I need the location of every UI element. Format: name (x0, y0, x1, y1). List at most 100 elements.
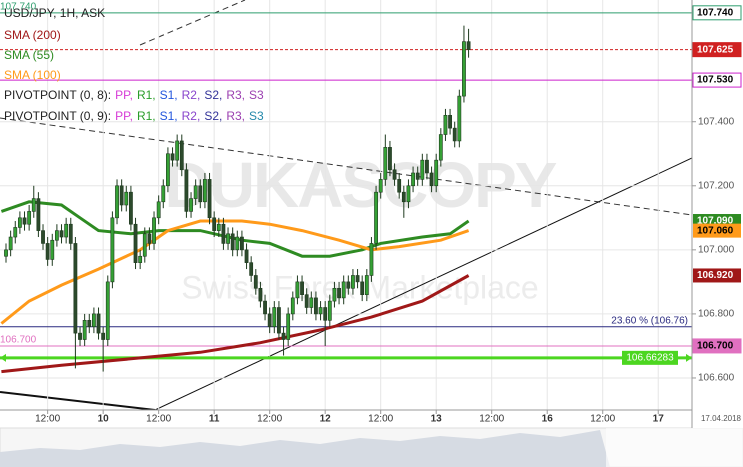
candle-body (82, 320, 87, 340)
candle-body (392, 169, 397, 180)
candle-body (272, 307, 277, 328)
navigator (0, 427, 743, 467)
sma-line (1, 274, 470, 374)
candle-body (235, 236, 240, 251)
price-box-label: 106.700 (697, 341, 734, 352)
candle-body (133, 223, 138, 263)
x-tick-label: 12:00 (368, 414, 393, 425)
price-box-label: 107.530 (697, 75, 734, 86)
candle-body (73, 243, 78, 334)
candle-body (249, 262, 254, 276)
level-box (622, 350, 678, 365)
date-label: 17.04.2018 (701, 414, 742, 423)
candle-body (411, 172, 415, 187)
candle-body (78, 332, 82, 340)
x-tick-label: 12:00 (479, 414, 504, 425)
trend-line (0, 117, 692, 216)
pivot-item: S3 (249, 88, 264, 102)
candle-body (175, 140, 180, 161)
candle-body (318, 307, 323, 315)
x-tick-label: 12 (320, 414, 332, 425)
candle-body (448, 115, 452, 129)
candle-body (406, 185, 411, 203)
candle-body (129, 191, 133, 225)
candle-body (286, 313, 291, 340)
candle-body (101, 332, 106, 340)
price-box-label: 107.740 (697, 7, 734, 18)
candle-body (96, 313, 101, 334)
pivot-legend: PIVOTPOINT (0, 9): PP, R1, S1, R2, S2, R3, S3 (4, 109, 264, 123)
candle-body (4, 249, 8, 257)
pivot-item: R1, (137, 88, 156, 102)
candle-body (323, 307, 328, 321)
candle-body (221, 223, 226, 244)
price-box-label: 106.920 (697, 270, 734, 281)
candle-body (156, 201, 161, 219)
candle-body (309, 297, 314, 308)
level-left-label: 107.740 (0, 1, 37, 12)
price-box (692, 72, 742, 88)
candle-body (152, 217, 156, 244)
candle-body (59, 230, 64, 238)
candle-body (300, 281, 304, 295)
plot-area: DUKASCOPY Swiss Forex Marketplace 107.74… (0, 0, 692, 410)
candle-body (263, 300, 267, 315)
candle-body (179, 140, 184, 171)
x-tick-label: 12:00 (590, 414, 615, 425)
candle-body (27, 211, 32, 225)
pivot-item: PP, (115, 88, 133, 102)
x-tick-label: 13 (431, 414, 443, 425)
candle-body (452, 127, 457, 142)
candle-body (258, 287, 263, 302)
candle-body (360, 281, 365, 295)
watermark: Swiss Forex Marketplace (181, 269, 538, 305)
candle-body (314, 297, 318, 315)
y-tick-label: 106.600 (698, 373, 735, 384)
candle-body (115, 185, 119, 219)
candle-body (212, 217, 217, 231)
y-tick-label: 107.000 (698, 244, 735, 255)
candle-body (119, 185, 124, 206)
candle-body (281, 332, 286, 340)
pivot-item: PP, (115, 109, 133, 123)
candle-body (230, 233, 235, 251)
x-tick-label: 12:00 (146, 414, 171, 425)
candle-body (415, 172, 420, 180)
trend-line (139, 0, 246, 46)
candle-body (397, 179, 402, 193)
price-box (693, 268, 741, 283)
candle-body (184, 169, 189, 212)
candle-body (31, 198, 36, 212)
navigator-window[interactable] (606, 428, 743, 467)
x-tick-label: 12:00 (257, 414, 282, 425)
price-box-label: 107.090 (697, 216, 734, 227)
pivot-legend: PIVOTPOINT (0, 8): PP, R1, S1, R2, S2, R3, S3 (4, 88, 264, 102)
axis-bg (692, 0, 743, 428)
candle-body (443, 115, 448, 135)
candle-body (13, 227, 18, 238)
pivot-item: R3, (226, 109, 245, 123)
candle-body (166, 153, 170, 187)
price-axis: 106.600 106.800 107.000 107.200 107.400 12:00… (0, 0, 743, 428)
candle-body (253, 275, 258, 289)
candle-body (54, 230, 59, 241)
candle-body (142, 233, 147, 257)
y-tick-label: 107.200 (698, 180, 735, 191)
candle-body (240, 236, 244, 251)
candle-body (17, 217, 22, 228)
candle-body (87, 320, 92, 328)
candle-body (374, 191, 378, 244)
pivot-item: R3, (226, 88, 245, 102)
candle-body (124, 191, 129, 206)
level-left-label: 106.700 (0, 335, 37, 346)
pivot-item: R2, (182, 109, 201, 123)
candle-body (92, 313, 96, 328)
pivot-item: R2, (182, 88, 201, 102)
legend: USD/JPY, 1H, ASK SMA (200) SMA (55) SMA (1… (4, 6, 264, 123)
candle-body (369, 243, 374, 276)
candle-body (290, 297, 295, 315)
candle-body (332, 287, 337, 302)
candle-body (327, 300, 332, 321)
level-arrow (686, 353, 692, 362)
